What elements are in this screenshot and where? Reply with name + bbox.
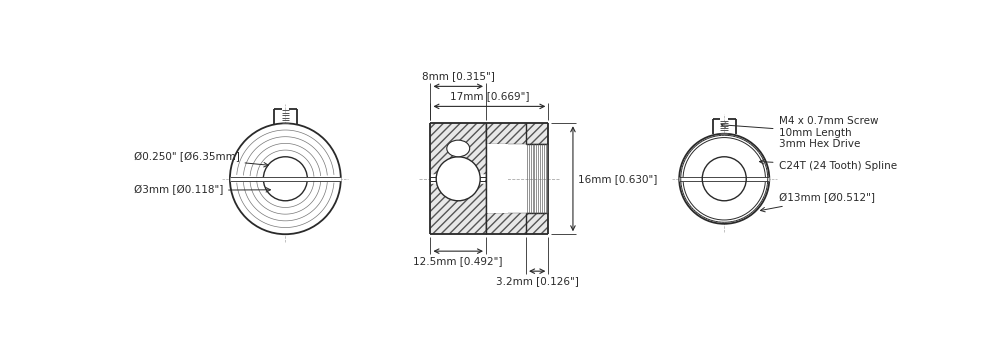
Bar bbox=[430, 123, 486, 234]
Text: Ø0.250" [Ø6.35mm]: Ø0.250" [Ø6.35mm] bbox=[134, 152, 268, 167]
Text: C24T (24 Tooth) Spline: C24T (24 Tooth) Spline bbox=[759, 160, 897, 171]
Circle shape bbox=[679, 134, 769, 224]
Bar bbox=[486, 144, 508, 213]
Circle shape bbox=[230, 123, 341, 234]
Text: 12.5mm [0.492"]: 12.5mm [0.492"] bbox=[413, 257, 503, 267]
Text: 16mm [0.630"]: 16mm [0.630"] bbox=[578, 174, 658, 184]
Text: 17mm [0.669"]: 17mm [0.669"] bbox=[450, 91, 529, 101]
Text: M4 x 0.7mm Screw
10mm Length
3mm Hex Drive: M4 x 0.7mm Screw 10mm Length 3mm Hex Dri… bbox=[721, 116, 878, 149]
Bar bbox=[486, 123, 548, 144]
Bar bbox=[486, 213, 548, 234]
Text: 3.2mm [0.126"]: 3.2mm [0.126"] bbox=[496, 276, 579, 286]
Text: Ø13mm [Ø0.512"]: Ø13mm [Ø0.512"] bbox=[760, 193, 875, 212]
Text: 8mm [0.315"]: 8mm [0.315"] bbox=[422, 71, 495, 81]
Circle shape bbox=[263, 157, 307, 201]
Text: Ø3mm [Ø0.118"]: Ø3mm [Ø0.118"] bbox=[134, 185, 270, 195]
Ellipse shape bbox=[447, 140, 470, 157]
Circle shape bbox=[436, 157, 480, 201]
Circle shape bbox=[702, 157, 746, 201]
